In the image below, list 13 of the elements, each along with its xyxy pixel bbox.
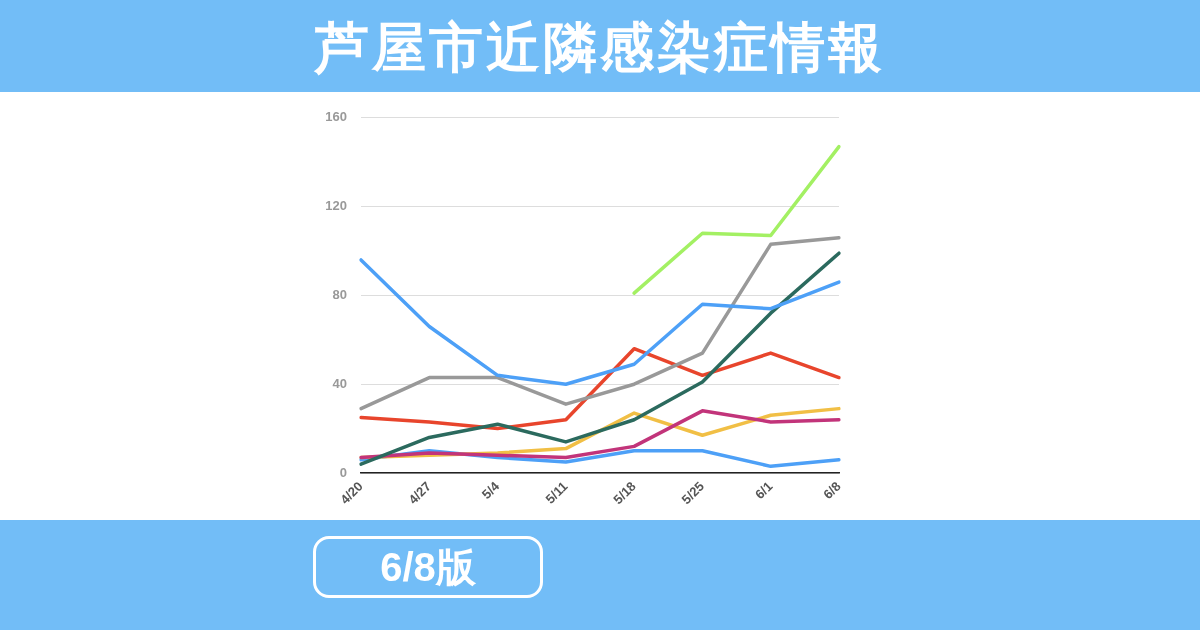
x-tick-label: 4/20	[337, 478, 366, 508]
y-tick-label: 80	[332, 286, 347, 302]
x-tick-label: 6/1	[751, 478, 776, 502]
x-tick-label: 5/11	[542, 478, 571, 507]
y-tick-label: 120	[325, 198, 347, 214]
chart-title: 芦屋市近隣感染症情報	[313, 16, 886, 79]
y-tick-label: 0	[339, 464, 347, 480]
x-tick-label: 6/8	[820, 478, 844, 502]
y-tick-label: 160	[325, 109, 347, 125]
x-tick-label: 5/4	[478, 478, 503, 502]
text: 6/8版	[380, 544, 476, 590]
y-tick-label: 40	[332, 375, 347, 391]
x-tick-label: 5/18	[610, 478, 639, 508]
